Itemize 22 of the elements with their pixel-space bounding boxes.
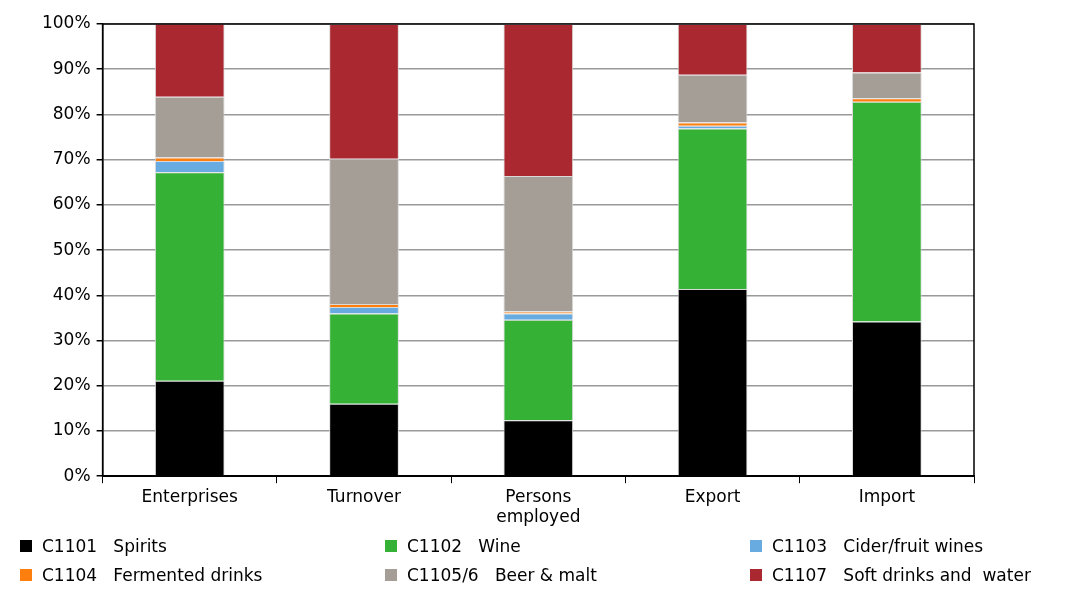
legend-label: C1105/6 Beer & malt xyxy=(407,565,597,585)
y-tick-label: 60% xyxy=(52,193,91,214)
x-tick-label: Export xyxy=(684,485,741,506)
y-tick-label: 10% xyxy=(52,419,91,440)
legend-label: C1107 Soft drinks and water xyxy=(772,565,1031,585)
legend-label: C1101 Spirits xyxy=(42,536,167,556)
y-tick-label: 0% xyxy=(63,464,91,485)
y-tick-label: 40% xyxy=(52,283,91,304)
y-tick-label: 90% xyxy=(52,57,91,78)
x-tick-label: Persons employed xyxy=(496,485,581,527)
y-tick-label: 100% xyxy=(41,12,91,33)
legend-label: C1104 Fermented drinks xyxy=(42,565,263,585)
y-tick-label: 20% xyxy=(52,374,91,395)
legend-label: C1102 Wine xyxy=(407,536,521,556)
y-tick-label: 70% xyxy=(52,148,91,169)
x-tick-label: Enterprises xyxy=(141,485,239,506)
x-tick-label: Import xyxy=(858,485,916,506)
legend-label: C1103 Cider/fruit wines xyxy=(772,536,984,556)
y-tick-label: 30% xyxy=(52,328,91,349)
y-tick-label: 80% xyxy=(52,102,91,123)
y-tick-label: 50% xyxy=(52,238,91,259)
x-tick-label: Turnover xyxy=(326,485,402,506)
